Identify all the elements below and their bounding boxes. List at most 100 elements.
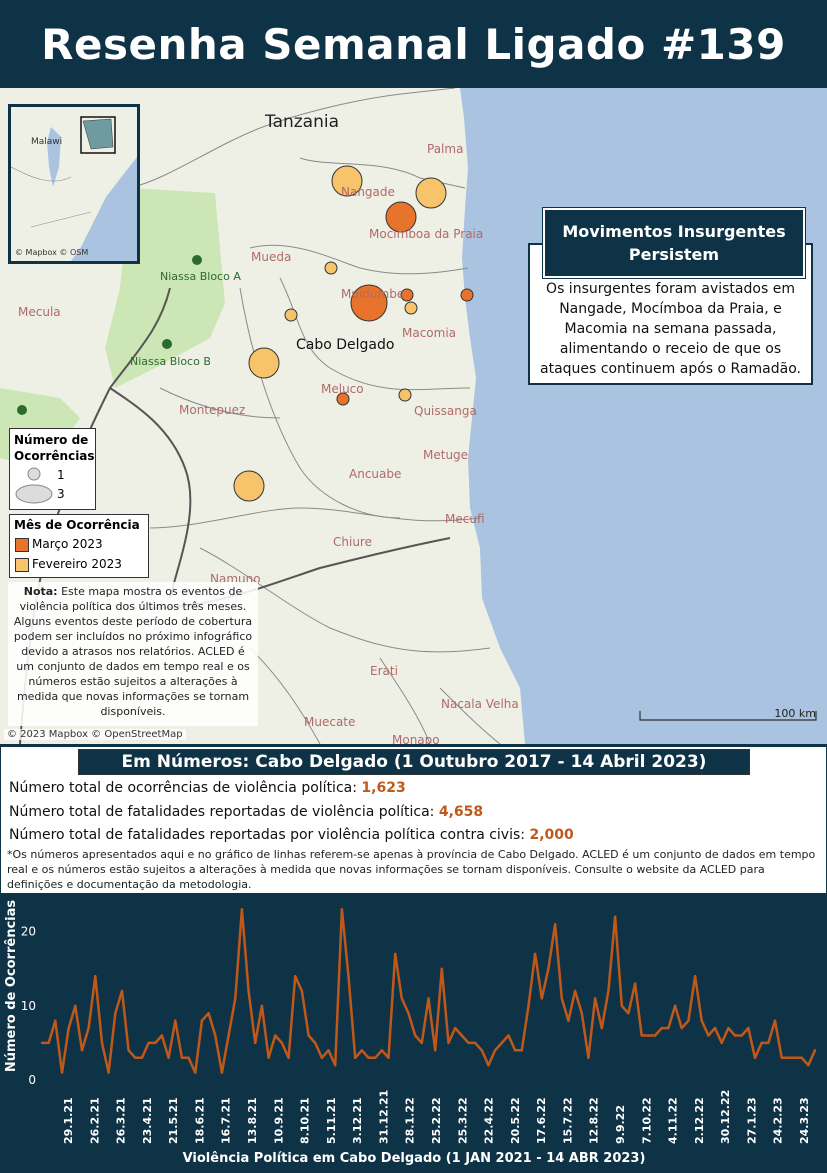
data-point [460,1034,463,1037]
x-tick-label: 12.8.22 [588,1097,601,1144]
x-tick-label: 24.3.23 [798,1097,811,1144]
legend-size: Número de Ocorrências 1 3 [9,428,96,510]
data-point [800,1056,803,1059]
data-point [327,1049,330,1052]
data-point [240,908,244,911]
data-point [427,997,430,1000]
data-point [314,1041,317,1045]
x-tick-label: 31.12.21 [377,1090,390,1144]
map-label-place: Mueda [251,250,292,264]
event-marker [415,177,447,209]
data-point [660,1026,663,1030]
event-marker [350,284,388,322]
line-chart: Número de Ocorrências Violência Política… [0,894,827,1169]
event-marker [404,301,418,315]
map-label-place: Chiure [333,535,372,549]
page-title: Resenha Semanal Ligado #139 [41,19,786,69]
legend-size-item: 3 [57,487,65,501]
data-point [687,1019,690,1022]
data-point [47,1041,50,1045]
y-tick-label: 10 [21,999,36,1013]
data-point [793,1056,797,1059]
data-point [260,1004,264,1007]
y-tick-label: 0 [28,1073,36,1087]
numbers-footnote: *Os números apresentados aqui e no gráfi… [7,848,816,891]
x-tick-label: 17.6.22 [535,1097,548,1144]
legend-size-symbols [15,467,53,504]
y-tick-label: 20 [21,925,36,939]
inset-label: Malawi [31,137,63,147]
data-point [720,1041,723,1045]
data-point [234,997,237,1000]
map-label-place: Erati [370,664,398,678]
map-label-place: Nangade [341,185,395,199]
map-label-place: Mecula [18,305,61,319]
data-point [454,1026,457,1030]
data-point [100,1041,104,1045]
data-point [114,1012,117,1015]
data-point [194,1071,197,1074]
map-label-place: Mecufi [445,512,485,526]
data-point [740,1034,743,1037]
data-point [60,1071,64,1074]
inset-attribution: © Mapbox © OSM [15,248,89,257]
data-point [74,1004,77,1007]
map-label-place: Metuge [423,448,469,462]
x-tick-label: 26.3.21 [115,1097,128,1144]
stat-events: Número total de ocorrências de violência… [9,780,406,796]
data-point [420,1041,423,1045]
data-point [120,989,124,993]
data-point [287,1056,290,1059]
data-point [280,1041,284,1045]
header-bar: Resenha Semanal Ligado #139 [0,0,827,88]
data-point [613,915,617,918]
numbers-panel: Em Números: Cabo Delgado (1 Outubro 2017… [0,746,827,894]
map-label-place: Ancuabe [349,467,402,481]
data-point [387,1056,390,1059]
data-point [640,1034,643,1037]
data-point [593,997,597,1000]
x-tick-label: 5.11.21 [325,1097,338,1144]
map-attribution[interactable]: © 2023 Mapbox © OpenStreetMap [4,729,186,740]
data-point [440,967,443,970]
data-point [540,997,543,1000]
data-point [54,1019,57,1022]
data-point [560,997,563,1000]
data-point [180,1056,184,1059]
x-tick-label: 23.4.21 [141,1097,154,1144]
map-label-park: Niassa Bloco B [130,355,211,368]
data-point [673,1004,677,1007]
scale-bar: 100 km [638,707,818,722]
data-point [347,975,350,978]
data-point [787,1056,790,1059]
data-point [394,952,397,956]
data-point [633,982,637,985]
data-point [760,1041,763,1045]
x-tick-label: 9.9.22 [614,1105,627,1144]
map-label-place: Mocímboa da Praia [369,227,484,241]
map-label-place: Monapo [392,733,440,744]
data-point [167,1056,170,1059]
data-point [493,1049,497,1052]
data-point [627,1012,630,1015]
event-marker [324,261,338,275]
map-label-park: Niassa Bloco A [160,270,241,283]
data-point [80,1049,84,1052]
data-point [300,989,304,993]
inset-canvas [11,107,137,261]
tree-icon [17,405,27,415]
data-point [713,1026,717,1030]
data-point [434,1049,437,1052]
map-label-place: Palma [427,142,464,156]
data-point [380,1049,384,1052]
legend-swatch-february [15,558,29,572]
map-label-place: Nacala Velha [441,697,519,711]
data-point [567,1019,570,1022]
data-point [527,1004,530,1007]
x-tick-label: 13.8.21 [246,1097,259,1144]
data-point [813,1049,817,1052]
data-point [447,1041,450,1045]
data-point [307,1034,310,1037]
legend-swatch-march [15,538,29,552]
data-point [414,1034,417,1037]
